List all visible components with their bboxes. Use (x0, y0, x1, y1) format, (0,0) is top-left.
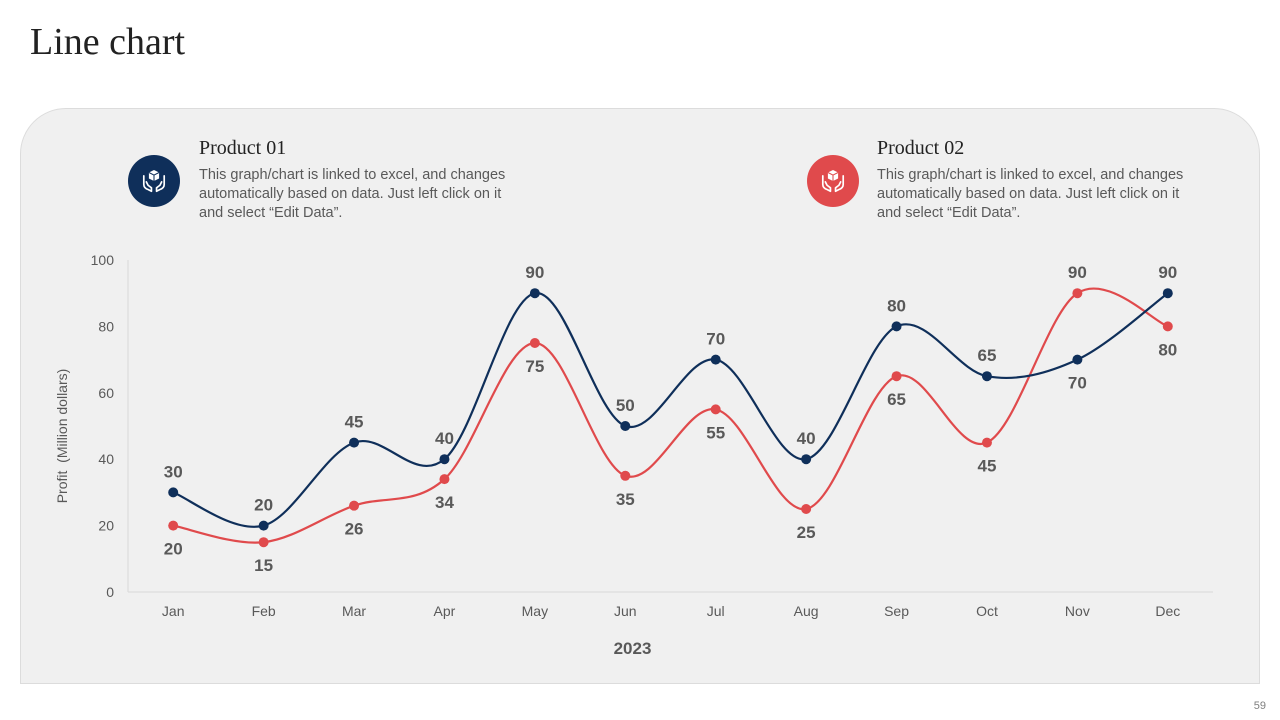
x-tick-label: Nov (1065, 603, 1090, 619)
x-tick-label: Apr (434, 603, 456, 619)
series-1-data-label: 50 (616, 396, 635, 415)
series-1-point (801, 454, 812, 465)
x-tick-label: Jan (162, 603, 185, 619)
y-tick-label: 40 (98, 451, 114, 467)
series-1-line (172, 292, 1169, 528)
series-2-data-label: 80 (1158, 340, 1177, 359)
x-axis-title: 2023 (614, 639, 652, 658)
x-tick-label: Jul (707, 603, 725, 619)
x-tick-label: May (522, 603, 548, 619)
series-1-point (1072, 354, 1083, 365)
series-2-data-label: 35 (616, 490, 635, 509)
series-1-point (168, 487, 179, 498)
page-title: Line chart (30, 21, 186, 63)
series-1-point (981, 371, 992, 382)
series-1-point (439, 454, 450, 465)
series-2-data-label: 26 (345, 520, 364, 539)
series-2-data-label: 20 (164, 540, 183, 559)
product-01-name: Product 01 (199, 137, 287, 159)
series-2-point (801, 504, 812, 514)
x-tick-label: Oct (976, 603, 998, 619)
series-2-point (258, 537, 269, 548)
product-01-legend: Product 01 This graph/chart is linked to… (199, 137, 519, 223)
series-2-point (1162, 321, 1173, 332)
product-02-legend: Product 02 This graph/chart is linked to… (877, 137, 1197, 223)
series-2-data-label: 15 (254, 556, 273, 575)
series-2-point (981, 437, 992, 448)
series-1-point (1162, 288, 1173, 299)
series-1-point (620, 421, 631, 431)
x-tick-label: Dec (1155, 603, 1180, 619)
series-2-data-label: 25 (797, 523, 816, 542)
series-1-data-label: 80 (887, 296, 906, 315)
x-tick-label: Aug (794, 603, 819, 619)
series-2-point (439, 474, 450, 485)
y-tick-label: 80 (98, 318, 114, 334)
series-2-data-label: 34 (435, 493, 454, 512)
product-02-badge (807, 155, 859, 207)
series-1-data-label: 30 (164, 462, 183, 481)
series-1-data-label: 70 (706, 330, 725, 349)
series-1-data-label: 90 (1158, 263, 1177, 282)
series-2-point (529, 338, 540, 348)
x-tick-label: Sep (884, 603, 909, 619)
product-02-description: This graph/chart is linked to excel, and… (877, 167, 1184, 221)
series-1-point (891, 321, 902, 332)
series-1-point (710, 354, 721, 365)
series-2-data-label: 90 (1068, 263, 1087, 282)
series-2-point (710, 404, 721, 415)
y-tick-label: 100 (91, 252, 115, 268)
x-tick-label: Feb (252, 603, 276, 619)
x-tick-label: Jun (614, 603, 637, 619)
product-01-badge (128, 155, 180, 207)
series-2-point (620, 470, 631, 481)
series-1-data-label: 20 (254, 496, 273, 515)
y-tick-label: 20 (98, 518, 114, 534)
y-tick-label: 60 (98, 385, 114, 401)
series-2-data-label: 55 (706, 423, 725, 442)
chart-panel (20, 108, 1260, 684)
series-2-data-label: 45 (977, 457, 996, 476)
series-2-point (349, 500, 360, 511)
series-1-data-label: 70 (1068, 374, 1087, 393)
series-1-point (258, 520, 269, 531)
series-1-data-label: 40 (435, 429, 454, 448)
x-tick-label: Mar (342, 603, 366, 619)
y-tick-label: 0 (106, 584, 114, 600)
series-2-point (891, 371, 902, 382)
series-2-line (173, 287, 1169, 544)
hands-holding-box-icon (821, 169, 845, 193)
series-2-point (1072, 288, 1083, 299)
series-2-point (168, 520, 179, 531)
product-02-name: Product 02 (877, 137, 965, 159)
series-2-data-label: 75 (525, 357, 544, 376)
series-1-point (349, 437, 360, 448)
y-axis-title: Profit (Million dollars) (54, 369, 70, 504)
series-1-data-label: 90 (525, 263, 544, 282)
series-1-data-label: 65 (977, 346, 996, 365)
hands-holding-box-icon (142, 169, 166, 193)
series-1-data-label: 40 (797, 429, 816, 448)
series-2-data-label: 65 (887, 390, 906, 409)
page-number: 59 (1253, 700, 1266, 712)
series-1-data-label: 45 (345, 413, 364, 432)
series-1-point (529, 288, 540, 299)
product-01-description: This graph/chart is linked to excel, and… (199, 167, 506, 221)
